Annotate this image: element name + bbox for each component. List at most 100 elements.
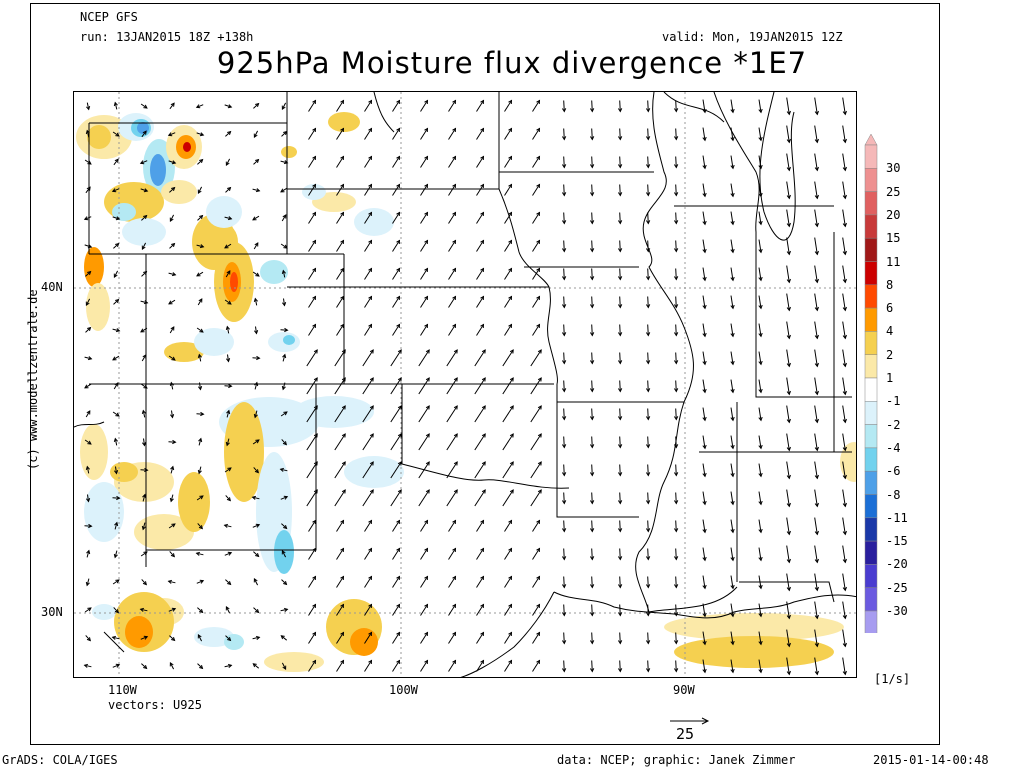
wind-vector-head	[114, 470, 119, 475]
wind-vector	[476, 548, 484, 560]
wind-vector	[308, 296, 316, 308]
wind-vector-head	[85, 129, 90, 135]
wind-vector	[420, 660, 428, 672]
wind-vector	[112, 664, 120, 668]
wind-vector	[563, 296, 565, 308]
wind-vector-head	[452, 603, 457, 609]
wind-vector-head	[589, 248, 595, 253]
wind-vector-head	[425, 405, 430, 410]
wind-vector-head	[673, 528, 679, 533]
wind-vector	[647, 576, 649, 588]
wind-vector	[842, 629, 846, 647]
wind-vector-head	[561, 108, 567, 113]
wind-vector	[563, 212, 565, 224]
wind-vector-head	[673, 556, 679, 561]
wind-vector-head	[253, 297, 258, 303]
wind-vector	[196, 552, 204, 556]
wind-vector-head	[199, 495, 204, 500]
wind-vector-head	[142, 442, 147, 447]
wind-vector-head	[730, 612, 735, 618]
wind-vector	[198, 354, 202, 362]
wind-vector	[504, 660, 512, 672]
map-panel	[73, 91, 857, 678]
wind-vector	[591, 184, 593, 196]
wind-vector-head	[536, 631, 541, 637]
wind-vector-head	[702, 640, 707, 646]
wind-vector	[392, 128, 400, 140]
wind-vector	[362, 489, 374, 507]
wind-vector-head	[396, 155, 401, 161]
lake-shore	[663, 92, 725, 123]
wind-vector	[532, 268, 540, 280]
wind-vector	[842, 265, 846, 283]
wind-vector	[446, 489, 458, 507]
wind-vector-head	[368, 127, 373, 133]
wind-vector-head	[730, 500, 735, 506]
wind-vector	[786, 405, 790, 423]
wind-vector	[84, 664, 92, 668]
colorbar-label: -4	[886, 440, 901, 455]
wind-vector	[86, 578, 90, 586]
wind-vector	[336, 156, 344, 168]
wind-vector	[730, 183, 734, 197]
wind-vector	[758, 435, 762, 449]
wind-vector-head	[842, 614, 847, 620]
wind-vector-head	[225, 161, 230, 167]
wind-vector-head	[113, 437, 118, 443]
colorbar-label: -25	[886, 580, 908, 595]
wind-vector	[336, 548, 344, 560]
wind-vector	[842, 433, 846, 451]
wind-vector	[563, 184, 565, 196]
wind-vector-head	[142, 354, 147, 359]
wind-vector	[730, 211, 734, 225]
wind-vector-head	[645, 416, 651, 421]
divergence-blob	[206, 196, 242, 228]
wind-vector-head	[702, 248, 707, 254]
wind-vector-head	[589, 500, 595, 505]
wind-vector	[532, 660, 540, 672]
wind-vector	[702, 183, 706, 197]
wind-vector	[86, 466, 90, 474]
wind-vector-head	[589, 220, 595, 225]
wind-vector	[254, 382, 258, 390]
divergence-blob	[354, 208, 394, 236]
wind-vector	[392, 604, 400, 616]
wind-vector	[476, 268, 484, 280]
wind-vector-head	[143, 188, 149, 193]
wind-vector-head	[341, 489, 346, 494]
wind-vector	[306, 433, 318, 451]
wind-vector	[758, 603, 762, 617]
wind-vector-head	[227, 551, 233, 556]
footer-credit: data: NCEP; graphic: Janek Zimmer	[557, 753, 796, 767]
wind-vector-head	[116, 495, 121, 501]
wind-vector	[619, 324, 621, 336]
wind-vector	[336, 604, 344, 616]
wind-vector	[364, 632, 372, 644]
wind-vector	[758, 295, 762, 309]
wind-vector	[254, 298, 258, 306]
wind-vector-head	[589, 472, 595, 477]
wind-vector-head	[508, 575, 513, 581]
wind-vector-head	[313, 405, 318, 410]
wind-vector-head	[589, 416, 595, 421]
wind-vector	[336, 660, 344, 672]
wind-vector	[730, 127, 734, 141]
wind-vector	[448, 520, 456, 532]
wind-vector	[448, 296, 456, 308]
wind-vector	[254, 410, 258, 418]
wind-vector-head	[143, 270, 148, 276]
wind-vector-head	[537, 405, 542, 410]
wind-vector-head	[282, 665, 287, 671]
wind-vector	[619, 492, 621, 504]
wind-vector-head	[172, 439, 177, 445]
wind-vector	[253, 130, 259, 138]
wind-vector-head	[369, 489, 374, 494]
wind-vector	[420, 576, 428, 588]
coastline	[460, 591, 555, 677]
wind-vector	[619, 212, 621, 224]
wind-vector	[252, 188, 260, 192]
wind-vector	[647, 660, 649, 672]
state-border	[146, 384, 317, 551]
wind-vector	[786, 461, 790, 479]
wind-vector	[786, 377, 790, 395]
